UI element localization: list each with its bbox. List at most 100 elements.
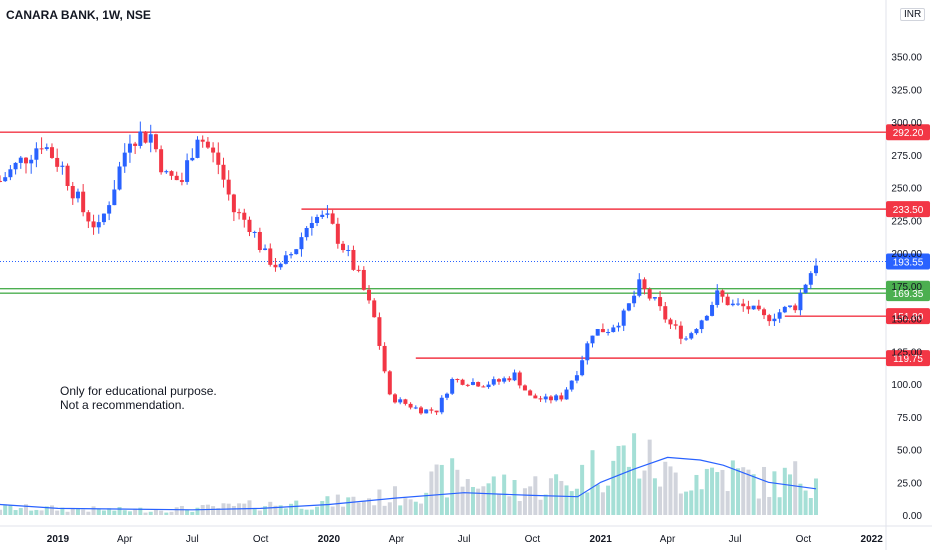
candle-body [793,305,798,311]
chart-title: CANARA BANK, 1W, NSE [6,8,151,22]
candle-body [814,265,818,274]
volume-bar [793,461,798,515]
candle-body [133,143,138,146]
candle-body [356,269,361,271]
level-tag [886,124,930,141]
time-axis[interactable]: 2019 Apr Jul Oct 2020 Apr Jul Oct 2021 Apr Jul Oct 2… [47,534,883,545]
horizontal-levels[interactable]: 292.20233.50193.55172.75169.35151.80119.… [0,124,930,367]
candle-body [382,345,387,372]
volume-bar [18,508,23,515]
candle-body [408,403,413,408]
candle-body [185,160,190,182]
candle-body [632,295,637,304]
candle-body [8,169,13,178]
candle-body [647,289,652,299]
volume-bar [195,507,200,515]
volume-bar [678,493,683,515]
time-tick-label: 2019 [47,534,70,545]
volume-bar [377,489,382,515]
candles [0,121,818,415]
volume-bar [387,502,392,515]
volume-bar [23,504,28,515]
candle-body [153,134,158,150]
volume-bar [393,486,398,515]
volume-bar [263,506,268,515]
candle-body [704,315,709,321]
candle-body [543,396,548,400]
volume-bar [522,488,527,515]
volume-bar [517,501,522,515]
candle-body [481,386,486,388]
volume-bar [403,498,408,515]
time-tick-label: 2022 [861,534,884,545]
candle-body [673,324,678,326]
candle-body [86,212,91,222]
candle-body [434,410,439,413]
time-tick-label: Jul [729,534,742,545]
volume-bar [450,458,455,515]
volume-bar [694,474,699,515]
candle-body [330,213,335,224]
volume-bar [127,511,132,515]
volume-bar [730,460,735,515]
volume-bar [174,507,179,515]
candle-body [559,395,564,400]
volume-bar [736,468,741,515]
volume-bar [341,506,346,515]
volume-bar [788,474,793,515]
candle-body [569,380,574,390]
candle-body [762,309,767,316]
volume-bar [444,497,449,515]
candle-body [242,212,247,220]
volume-bar [367,498,372,515]
candle-body [808,273,813,285]
currency-badge[interactable]: INR [900,8,926,21]
time-tick-label: Jul [458,534,471,545]
volume-bar [351,496,356,515]
volume-bar [434,464,439,515]
volume-bar [8,505,13,515]
volume-bar [346,497,351,515]
volume-bar [122,510,127,515]
candle-body [590,335,595,344]
candle-body [179,180,184,182]
candle-body [528,390,533,396]
time-tick-label: Apr [117,534,133,545]
level-tag [886,285,930,302]
volume-bar [143,512,148,515]
volume-bar [179,505,184,515]
candle-body [486,384,491,388]
price-tick-label: 250.00 [891,184,922,195]
volume-bar [164,512,169,515]
candle-body [678,325,683,339]
candle-body [309,223,314,229]
candle-body [294,249,299,255]
candle-body [470,382,475,385]
candle-body [512,372,517,381]
candle-body [174,175,179,181]
volume-bar [289,503,294,515]
candle-body [263,248,268,250]
volume-bar [772,471,777,515]
time-tick-label: Oct [525,534,541,545]
candle-body [538,398,543,400]
candle-body [164,171,169,173]
candle-body [159,149,164,173]
volume-bar [486,483,491,515]
candle-body [278,263,283,268]
volume-bar [496,493,501,515]
candle-body [803,284,808,293]
volume-bar [439,464,444,515]
candle-body [200,139,205,142]
candle-body [652,297,657,299]
candle-body [502,378,507,382]
level-tag [886,350,930,367]
volume-bar [637,478,642,515]
time-tick-label: 2021 [590,534,613,545]
candle-body [507,378,512,381]
price-axis[interactable]: 0.00 25.00 50.00 75.00 100.00 125.00 150.00 175… [891,53,922,523]
candle-body [122,152,127,167]
price-tick-label: 75.00 [897,413,922,424]
volume-bar [725,491,730,515]
